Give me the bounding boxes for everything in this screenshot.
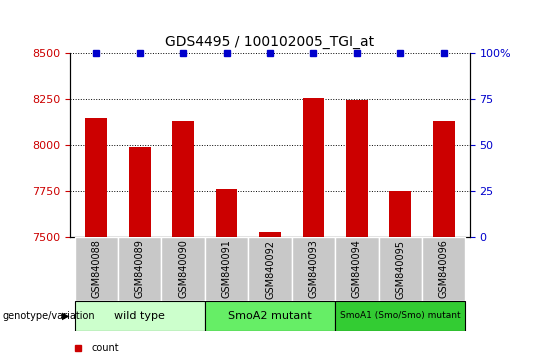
Text: GSM840094: GSM840094: [352, 240, 362, 298]
Text: GSM840089: GSM840089: [134, 240, 145, 298]
Text: ▶: ▶: [62, 311, 70, 321]
Bar: [292, 237, 335, 301]
Bar: [379, 237, 422, 301]
Bar: [205, 237, 248, 301]
Text: wild type: wild type: [114, 311, 165, 321]
Text: GSM840088: GSM840088: [91, 240, 102, 298]
Bar: [259, 232, 281, 237]
Text: SmoA2 mutant: SmoA2 mutant: [228, 311, 312, 321]
Bar: [215, 189, 238, 237]
Bar: [302, 98, 325, 237]
Text: GSM840095: GSM840095: [395, 240, 406, 298]
Bar: [422, 237, 465, 301]
Text: GSM840096: GSM840096: [438, 240, 449, 298]
Bar: [75, 237, 118, 301]
Text: GSM840091: GSM840091: [221, 240, 232, 298]
Bar: [389, 191, 411, 237]
Title: GDS4495 / 100102005_TGI_at: GDS4495 / 100102005_TGI_at: [165, 35, 375, 49]
Bar: [161, 237, 205, 301]
Bar: [129, 147, 151, 237]
Text: GSM840093: GSM840093: [308, 240, 319, 298]
Text: genotype/variation: genotype/variation: [3, 311, 96, 321]
Legend: count, percentile rank within the sample: count, percentile rank within the sample: [64, 339, 260, 354]
Bar: [346, 100, 368, 237]
Bar: [335, 237, 379, 301]
Text: SmoA1 (Smo/Smo) mutant: SmoA1 (Smo/Smo) mutant: [340, 312, 461, 320]
Bar: [335, 301, 465, 331]
Bar: [85, 118, 107, 237]
Text: GSM840090: GSM840090: [178, 240, 188, 298]
Bar: [172, 121, 194, 237]
Bar: [205, 301, 335, 331]
Text: GSM840092: GSM840092: [265, 240, 275, 298]
Bar: [75, 301, 205, 331]
Bar: [118, 237, 161, 301]
Bar: [248, 237, 292, 301]
Bar: [433, 121, 455, 237]
